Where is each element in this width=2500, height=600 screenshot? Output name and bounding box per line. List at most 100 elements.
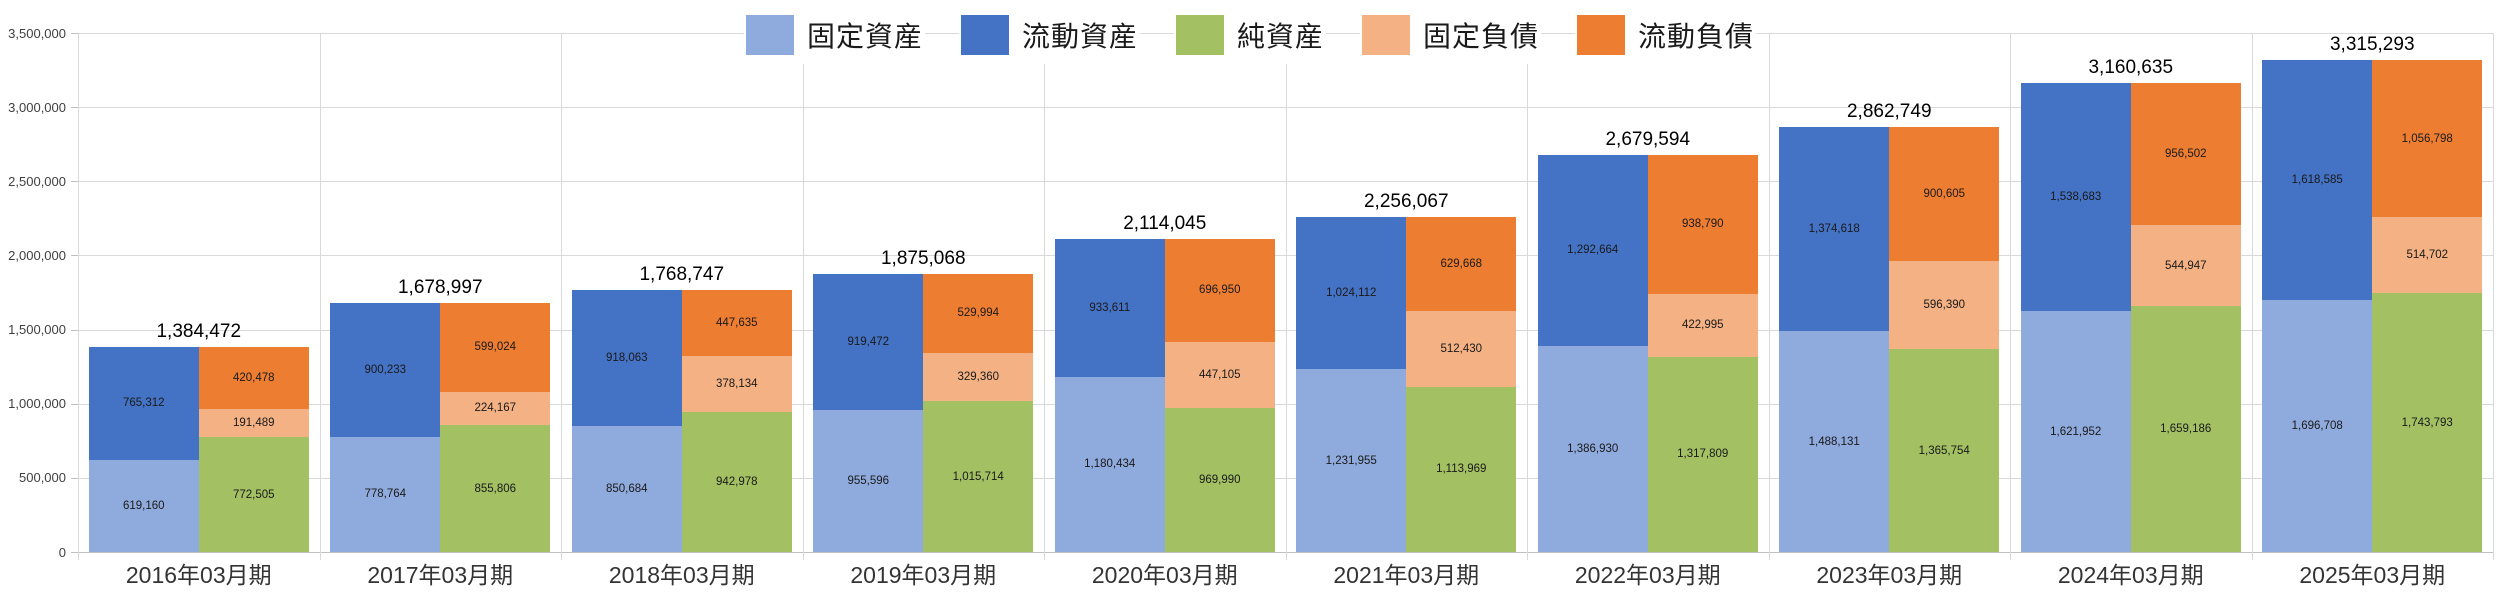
bar-segment-流動資産[interactable]: 918,063 [571, 289, 682, 426]
bar-segment-純資産[interactable]: 772,505 [198, 437, 309, 552]
bar-segment-固定資産[interactable]: 1,180,434 [1054, 376, 1165, 552]
bar-segment-value: 447,635 [715, 316, 758, 329]
bar-segment-固定負債[interactable]: 447,105 [1164, 341, 1275, 409]
bar-segment-固定負債[interactable]: 224,167 [440, 391, 551, 426]
bar-segment-純資産[interactable]: 1,743,793 [2372, 293, 2483, 552]
bar-segment-固定資産[interactable]: 850,684 [571, 425, 682, 552]
legend-label: 固定資産 [806, 21, 923, 52]
legend-swatch-icon [960, 15, 1009, 55]
total-label: 1,768,747 [639, 263, 725, 285]
bar-segment-固定負債[interactable]: 514,702 [2372, 217, 2483, 294]
legend-item-固定負債[interactable]: 固定負債 [1360, 6, 1542, 64]
bar-segment-value: 599,024 [474, 341, 517, 354]
bar-segment-value: 969,990 [1198, 474, 1241, 487]
bar-segment-流動負債[interactable]: 629,668 [1406, 217, 1517, 311]
bar-segment-流動資産[interactable]: 933,611 [1054, 238, 1165, 377]
legend-swatch-icon [1362, 15, 1410, 55]
total-label: 2,256,067 [1363, 191, 1449, 213]
bar-segment-value: 850,684 [605, 482, 648, 495]
bar-segment-流動負債[interactable]: 900,605 [1889, 127, 2000, 262]
bar-segment-流動資産[interactable]: 765,312 [88, 346, 199, 461]
v-gridline [802, 33, 804, 560]
bar-segment-固定資産[interactable]: 1,488,131 [1779, 331, 1890, 552]
bar-segment-value: 544,947 [2164, 259, 2207, 272]
bar-segment-固定資産[interactable]: 1,386,930 [1537, 346, 1648, 552]
bar-segment-固定資産[interactable]: 778,764 [330, 436, 441, 552]
bar-segment-value: 1,374,618 [1808, 223, 1860, 236]
bar-segment-固定資産[interactable]: 1,621,952 [2020, 311, 2131, 552]
x-axis-label: 2023年03月期 [1816, 562, 1963, 588]
bar-segment-固定負債[interactable]: 544,947 [2130, 225, 2241, 306]
legend-item-流動資産[interactable]: 流動資産 [958, 6, 1140, 64]
bar-segment-value: 1,538,683 [2050, 191, 2102, 204]
legend-item-流動負債[interactable]: 流動負債 [1575, 6, 1757, 64]
bar-segment-value: 933,611 [1089, 301, 1131, 314]
bar-segment-value: 1,488,131 [1808, 435, 1860, 448]
bar-segment-value: 1,231,955 [1325, 454, 1377, 467]
legend-item-固定資産[interactable]: 固定資産 [743, 6, 925, 64]
bar-segment-純資産[interactable]: 1,659,186 [2130, 305, 2241, 552]
bar-segment-流動資産[interactable]: 900,233 [330, 303, 441, 437]
bar-segment-流動資産[interactable]: 1,374,618 [1779, 127, 1890, 332]
bar-segment-流動資産[interactable]: 919,472 [813, 273, 924, 411]
bar-segment-固定負債[interactable]: 329,360 [923, 352, 1034, 402]
legend-item-純資産[interactable]: 純資産 [1173, 6, 1326, 64]
bar-segment-value: 1,743,793 [2401, 416, 2453, 429]
bar-segment-value: 422,995 [1681, 319, 1724, 332]
bar-segment-純資産[interactable]: 942,978 [681, 412, 792, 552]
v-gridline [2493, 33, 2494, 560]
bar-segment-固定負債[interactable]: 512,430 [1406, 310, 1517, 387]
bar-segment-純資産[interactable]: 1,317,809 [1647, 356, 1758, 552]
bar-segment-流動負債[interactable]: 956,502 [2130, 83, 2241, 226]
bar-segment-固定資産[interactable]: 1,696,708 [2262, 300, 2373, 552]
bar-segment-value: 447,105 [1198, 369, 1241, 381]
bar-segment-value: 224,167 [474, 402, 517, 415]
bar-segment-流動資産[interactable]: 1,538,683 [2020, 83, 2131, 312]
bar-segment-流動負債[interactable]: 938,790 [1647, 154, 1758, 294]
bar-segment-流動負債[interactable]: 447,635 [681, 289, 792, 357]
bar-segment-固定資産[interactable]: 955,596 [813, 410, 924, 552]
bar-segment-value: 855,806 [474, 482, 517, 495]
bar-segment-流動資産[interactable]: 1,618,585 [2262, 60, 2373, 301]
y-axis-label: 0 [58, 544, 66, 560]
bar-segment-流動負債[interactable]: 1,056,798 [2372, 60, 2483, 218]
bar-segment-流動負債[interactable]: 420,478 [198, 346, 309, 410]
total-label: 2,114,045 [1123, 212, 1207, 234]
total-label: 2,862,749 [1846, 101, 1932, 123]
y-axis-label: 3,500,000 [8, 25, 66, 41]
total-label: 1,875,068 [880, 247, 966, 269]
bar-segment-value: 942,978 [715, 476, 758, 489]
y-axis-tick [71, 477, 78, 479]
bar-segment-純資産[interactable]: 1,015,714 [923, 401, 1034, 552]
bar-segment-value: 1,659,186 [2160, 422, 2212, 435]
bar-segment-純資産[interactable]: 855,806 [440, 425, 551, 552]
bar-segment-固定負債[interactable]: 191,489 [198, 409, 309, 438]
bar-segment-純資産[interactable]: 969,990 [1164, 408, 1275, 552]
bar-segment-流動資産[interactable]: 1,024,112 [1296, 217, 1407, 370]
bar-segment-value: 1,024,112 [1326, 287, 1377, 300]
bar-segment-value: 420,478 [232, 371, 275, 384]
bar-segment-固定資産[interactable]: 619,160 [88, 460, 199, 552]
bar-segment-固定負債[interactable]: 378,134 [681, 356, 792, 413]
bar-segment-value: 1,618,585 [2291, 174, 2343, 187]
bar-segment-流動負債[interactable]: 529,994 [923, 273, 1034, 353]
legend-label: 流動負債 [1638, 21, 1755, 52]
bar-segment-value: 955,596 [847, 475, 890, 488]
bar-segment-value: 629,668 [1440, 258, 1483, 271]
bar-segment-純資産[interactable]: 1,113,969 [1406, 386, 1517, 552]
bar-segment-value: 1,365,754 [1918, 444, 1970, 457]
bar-segment-固定負債[interactable]: 596,390 [1889, 261, 2000, 350]
legend-label: 固定負債 [1423, 21, 1540, 52]
bar-segment-流動負債[interactable]: 696,950 [1164, 238, 1275, 342]
bar-segment-value: 1,015,714 [952, 470, 1004, 483]
y-axis-label: 2,000,000 [8, 247, 66, 263]
bar-segment-純資産[interactable]: 1,365,754 [1889, 349, 2000, 552]
bar-segment-value: 900,605 [1923, 188, 1966, 201]
legend-swatch-icon [1577, 15, 1626, 55]
bar-segment-固定資産[interactable]: 1,231,955 [1296, 369, 1407, 552]
bar-segment-固定負債[interactable]: 422,995 [1647, 293, 1758, 357]
bar-segment-value: 1,180,434 [1084, 458, 1136, 471]
bar-segment-value: 772,505 [232, 488, 275, 501]
bar-segment-流動資産[interactable]: 1,292,664 [1537, 154, 1648, 347]
bar-segment-流動負債[interactable]: 599,024 [440, 303, 551, 392]
